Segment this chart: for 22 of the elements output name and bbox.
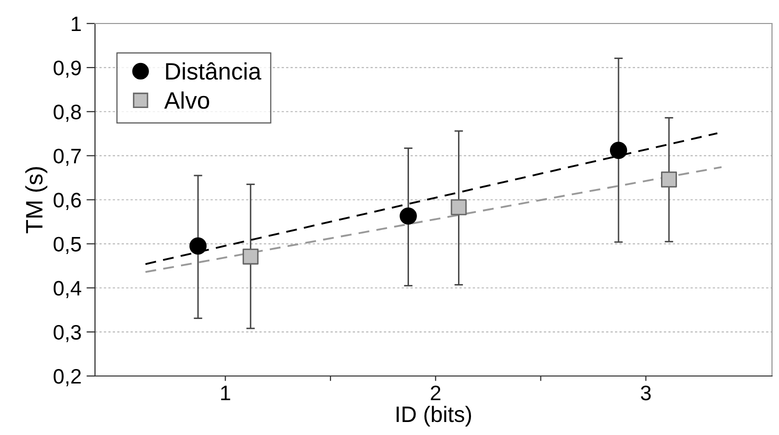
legend-label: Alvo [164,91,210,109]
x-tick-label: 2 [430,386,440,400]
x-axis-title: ID (bits) [396,406,472,427]
y-axis-title: TM (s) [25,167,48,234]
x-tick-label: 1 [221,386,230,400]
point [189,237,207,255]
y-tick-label: 0,8 [54,104,81,122]
y-tick-label: 0,7 [54,148,81,166]
legend-label: Distância [166,62,262,80]
y-tick-label: 0,5 [54,236,81,254]
y-tick-label: 0,6 [54,192,81,210]
y-tick-label: 1 [72,16,81,32]
y-tick-label: 0,9 [54,60,81,78]
point [661,172,677,188]
point [400,207,417,225]
y-tick-label: 0,2 [54,369,81,386]
point [242,248,259,265]
x-tick-label: 3 [640,386,651,400]
point [610,142,628,160]
point [450,199,467,216]
y-tick-label: 0,4 [54,280,82,298]
y-tick-label: 0,3 [54,324,81,342]
